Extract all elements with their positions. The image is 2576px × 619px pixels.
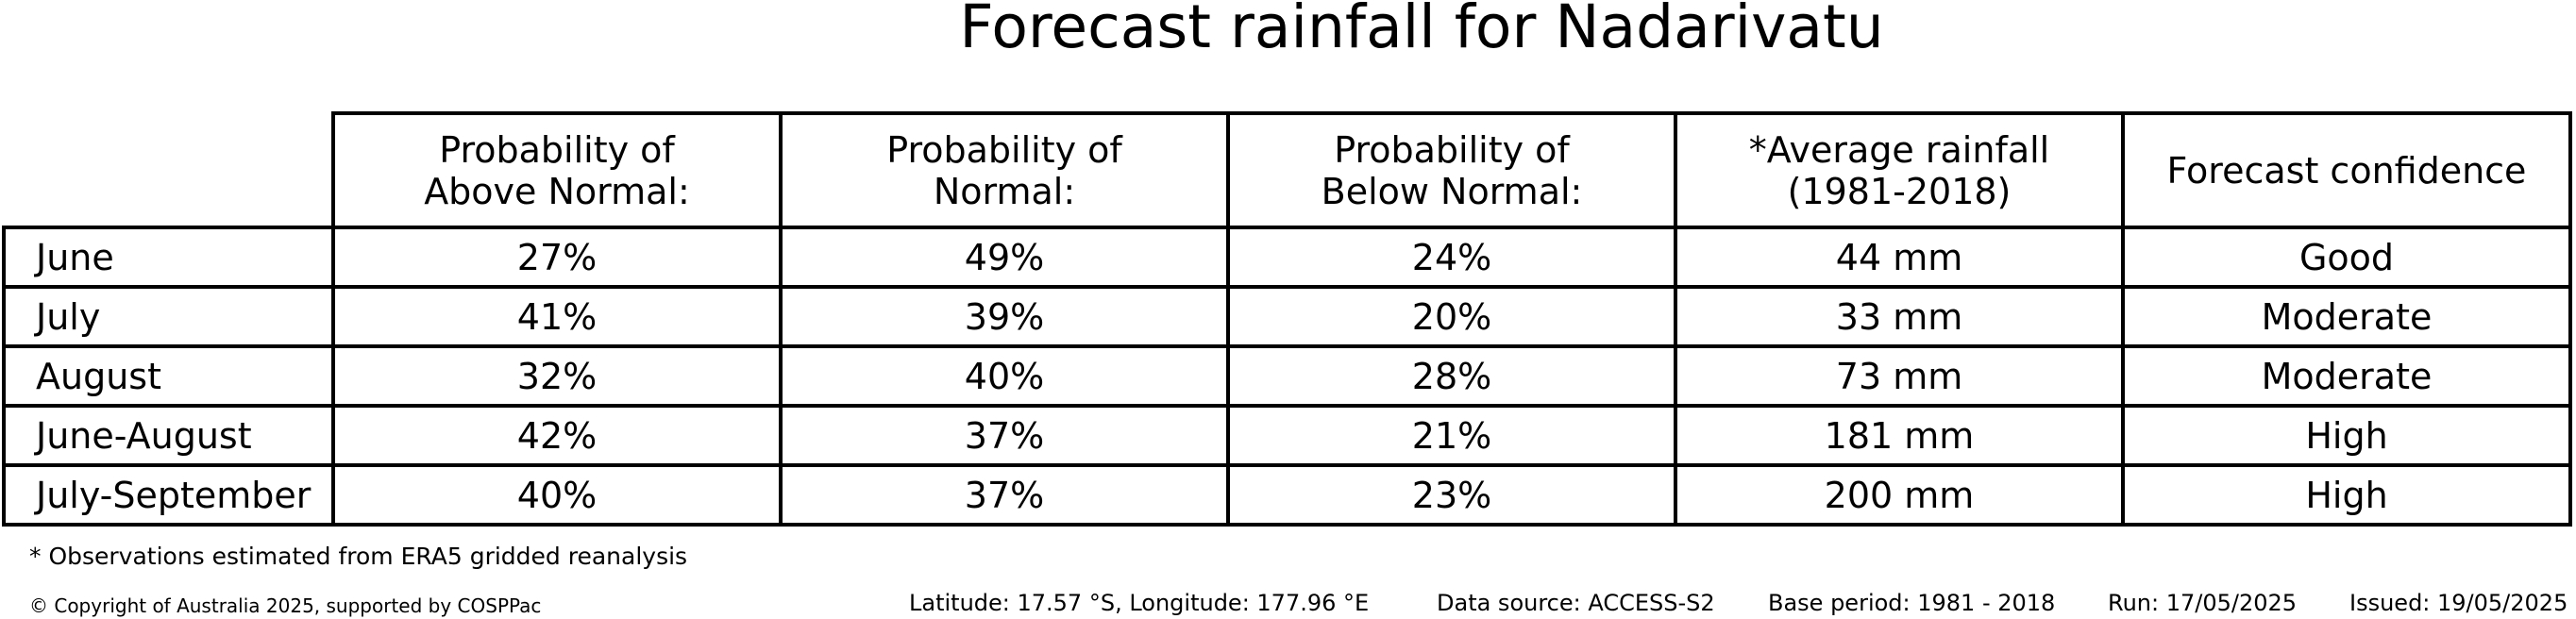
above-normal-cell: 27%: [331, 226, 783, 289]
header-line: Forecast confidence: [2166, 149, 2527, 192]
below-normal-cell: 23%: [1226, 463, 1677, 527]
copyright-notice: © Copyright of Australia 2025, supported…: [29, 594, 542, 617]
above-normal-cell: 32%: [331, 344, 783, 408]
run-date: Run: 17/05/2025: [2108, 590, 2298, 616]
above-normal-cell: 42%: [331, 404, 783, 467]
header-line: *Average rainfall: [1748, 128, 2050, 171]
header-line: Probability of: [886, 128, 1122, 171]
confidence-cell: Moderate: [2121, 285, 2572, 348]
data-source: Data source: ACCESS-S2: [1437, 590, 1715, 616]
header-average-rainfall: *Average rainfall (1981-2018): [1674, 111, 2125, 229]
table-row: June-August 42% 37% 21% 181 mm High: [2, 404, 2572, 467]
normal-cell: 39%: [779, 285, 1230, 348]
confidence-cell: Good: [2121, 226, 2572, 289]
average-rainfall-cell: 44 mm: [1674, 226, 2125, 289]
header-normal: Probability of Normal:: [779, 111, 1230, 229]
header-line: Probability of: [439, 128, 675, 171]
normal-cell: 40%: [779, 344, 1230, 408]
normal-cell: 49%: [779, 226, 1230, 289]
header-corner-cell: [4, 113, 335, 229]
forecast-table: Probability of Above Normal: Probability…: [2, 111, 2572, 527]
header-line: Probability of: [1334, 128, 1570, 171]
header-forecast-confidence: Forecast confidence: [2121, 111, 2572, 229]
header-line: Normal:: [933, 170, 1076, 212]
table-row: July-September 40% 37% 23% 200 mm High: [2, 463, 2572, 527]
period-cell: June: [2, 226, 335, 289]
table-row: August 32% 40% 28% 73 mm Moderate: [2, 344, 2572, 408]
issued-date: Issued: 19/05/2025: [2349, 590, 2568, 616]
normal-cell: 37%: [779, 404, 1230, 467]
header-above-normal: Probability of Above Normal:: [331, 111, 783, 229]
location-coordinates: Latitude: 17.57 °S, Longitude: 177.96 °E: [909, 590, 1370, 616]
below-normal-cell: 28%: [1226, 344, 1677, 408]
below-normal-cell: 24%: [1226, 226, 1677, 289]
header-line: Above Normal:: [424, 170, 690, 212]
period-cell: June-August: [2, 404, 335, 467]
average-rainfall-cell: 73 mm: [1674, 344, 2125, 408]
table-header-row: Probability of Above Normal: Probability…: [4, 111, 2572, 229]
page-title: Forecast rainfall for Nadarivatu: [959, 0, 1884, 61]
normal-cell: 37%: [779, 463, 1230, 527]
table-row: June 27% 49% 24% 44 mm Good: [2, 226, 2572, 289]
table-row: July 41% 39% 20% 33 mm Moderate: [2, 285, 2572, 348]
average-rainfall-cell: 181 mm: [1674, 404, 2125, 467]
confidence-cell: Moderate: [2121, 344, 2572, 408]
header-line: (1981-2018): [1787, 170, 2012, 212]
header-below-normal: Probability of Below Normal:: [1226, 111, 1677, 229]
period-cell: July-September: [2, 463, 335, 527]
above-normal-cell: 40%: [331, 463, 783, 527]
confidence-cell: High: [2121, 463, 2572, 527]
below-normal-cell: 20%: [1226, 285, 1677, 348]
below-normal-cell: 21%: [1226, 404, 1677, 467]
footnote: * Observations estimated from ERA5 gridd…: [29, 543, 688, 570]
period-cell: August: [2, 344, 335, 408]
average-rainfall-cell: 33 mm: [1674, 285, 2125, 348]
header-line: Below Normal:: [1321, 170, 1583, 212]
average-rainfall-cell: 200 mm: [1674, 463, 2125, 527]
period-cell: July: [2, 285, 335, 348]
base-period: Base period: 1981 - 2018: [1768, 590, 2056, 616]
above-normal-cell: 41%: [331, 285, 783, 348]
confidence-cell: High: [2121, 404, 2572, 467]
